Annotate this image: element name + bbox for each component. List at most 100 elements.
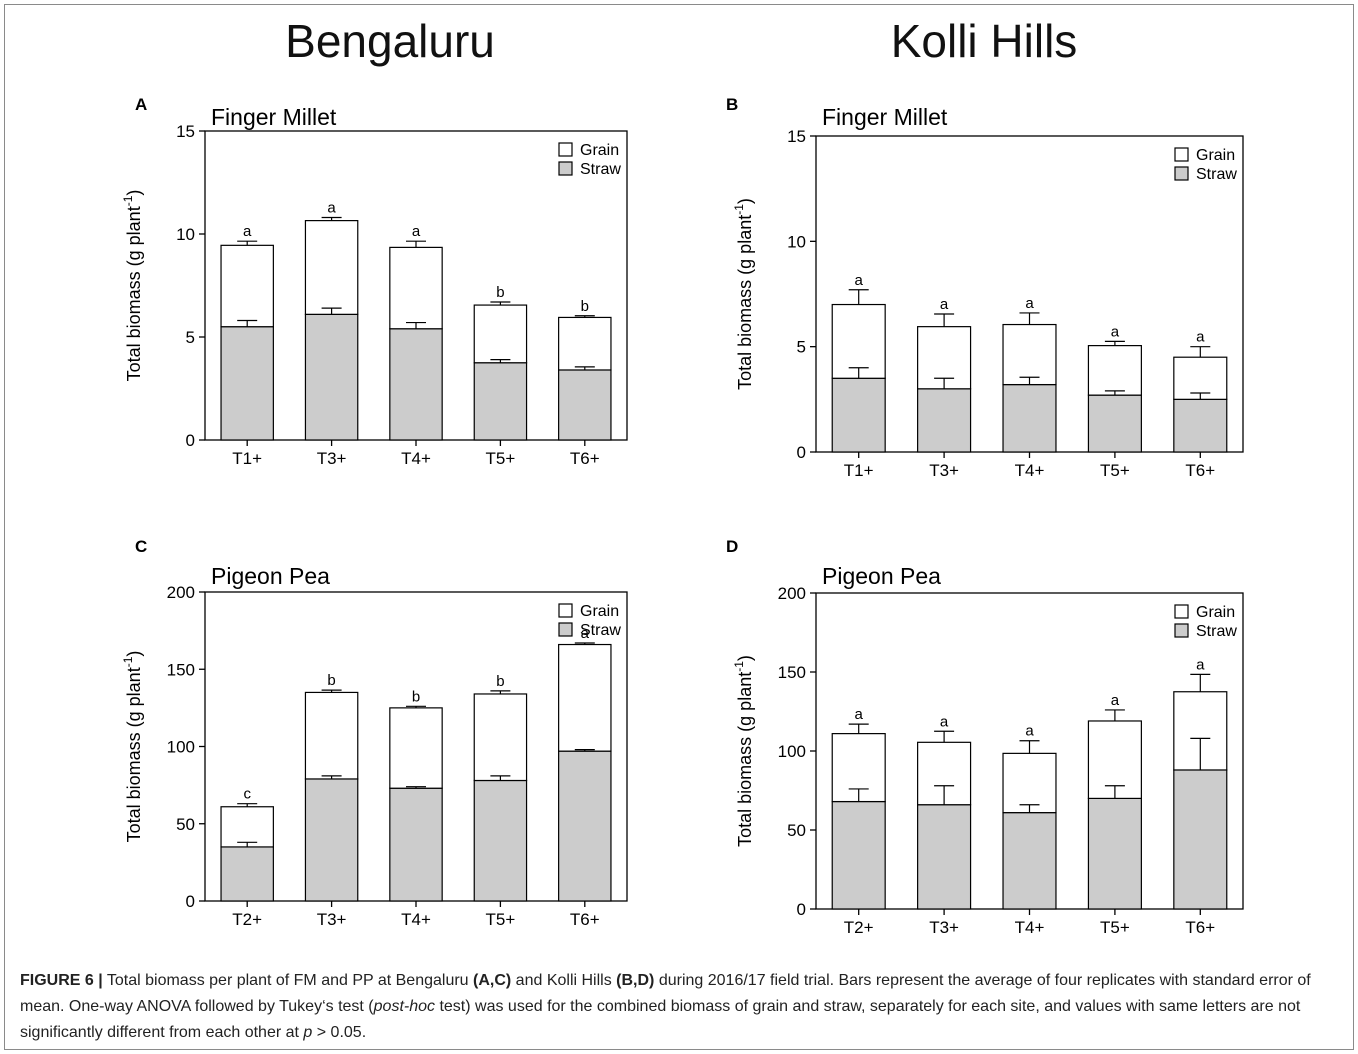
caption-text-2: and Kolli Hills (511, 972, 617, 989)
significance-letter-d-4: a (1196, 656, 1205, 673)
bar-grain-c-1 (304, 691, 359, 780)
caption-post-hoc: post-hoc (373, 998, 436, 1015)
significance-letter-b-0: a (855, 272, 864, 289)
y-tick-label-a-15: 15 (176, 122, 195, 141)
panel-letter-d: D (726, 537, 738, 556)
x-tick-label-a-1: T3+ (317, 449, 347, 468)
bar-grain-b-2 (1002, 323, 1057, 386)
significance-letter-d-3: a (1111, 692, 1120, 709)
x-tick-label-c-4: T6+ (570, 910, 600, 929)
x-tick-label-d-3: T5+ (1100, 918, 1130, 937)
bar-straw-b-4 (1173, 398, 1228, 453)
significance-letter-b-3: a (1111, 323, 1120, 340)
chart-panel-a: A Finger Millet 0 5 10 15 Total biomass (g pla… (121, 95, 628, 468)
x-tick-label-b-3: T5+ (1100, 461, 1130, 480)
significance-letter-a-2: a (412, 223, 421, 240)
y-axis-label-a: Total biomass (g plant-1) (121, 190, 144, 382)
caption-label: FIGURE 6 | (20, 972, 103, 989)
significance-letter-d-2: a (1025, 723, 1034, 740)
x-tick-label-b-1: T3+ (929, 461, 959, 480)
significance-letter-a-0: a (243, 223, 252, 240)
bar-straw-a-4 (558, 369, 612, 441)
legend-swatch-straw-a (558, 161, 573, 176)
significance-letter-c-1: b (327, 672, 335, 689)
bar-straw-a-1 (304, 313, 359, 441)
bar-straw-c-0 (220, 846, 274, 902)
panel-letter-c: C (135, 537, 147, 556)
panel-letter-b: B (726, 95, 738, 114)
significance-letter-a-4: b (581, 298, 589, 315)
y-tick-label-c-50: 50 (176, 815, 195, 834)
significance-letter-d-1: a (940, 713, 949, 730)
caption-panels-ac: (A,C) (473, 972, 512, 989)
legend-label-grain-a: Grain (580, 142, 619, 159)
bar-straw-c-1 (304, 778, 359, 902)
chart-title-b: Finger Millet (822, 104, 948, 130)
bar-straw-a-3 (473, 362, 528, 441)
x-tick-label-c-2: T4+ (401, 910, 431, 929)
legend-label-grain-d: Grain (1196, 604, 1235, 621)
significance-letter-b-2: a (1025, 295, 1034, 312)
bar-grain-a-0 (220, 244, 274, 328)
legend-swatch-grain-d (1174, 604, 1189, 619)
bar-grain-a-2 (389, 246, 443, 330)
caption-p-symbol: p (303, 1024, 313, 1041)
bar-grain-c-2 (389, 707, 443, 789)
x-tick-label-d-1: T3+ (929, 918, 959, 937)
bar-grain-b-3 (1087, 345, 1142, 396)
significance-letter-a-3: b (496, 284, 504, 301)
x-tick-label-b-0: T1+ (844, 461, 874, 480)
y-tick-label-b-0: 0 (797, 443, 806, 462)
figure-frame (4, 4, 1354, 1050)
legend-label-straw-c: Straw (580, 622, 621, 639)
y-tick-label-a-10: 10 (176, 225, 195, 244)
y-tick-label-b-10: 10 (787, 232, 806, 251)
significance-letter-c-4: a (581, 625, 590, 642)
x-tick-label-c-1: T3+ (317, 910, 347, 929)
y-tick-label-c-150: 150 (167, 660, 195, 679)
y-tick-label-a-5: 5 (186, 328, 195, 347)
chart-title-d: Pigeon Pea (822, 563, 941, 589)
legend-label-grain-b: Grain (1196, 147, 1235, 164)
bar-straw-d-3 (1087, 797, 1142, 910)
bar-straw-a-0 (220, 326, 274, 441)
bar-straw-b-0 (831, 377, 886, 453)
significance-letter-c-3: b (496, 673, 504, 690)
y-tick-label-d-50: 50 (787, 821, 806, 840)
bar-grain-c-0 (220, 806, 274, 848)
x-tick-label-b-2: T4+ (1015, 461, 1045, 480)
caption-text-4: test) was used for the combined biomass … (20, 998, 1301, 1041)
significance-letter-a-1: a (327, 200, 336, 217)
x-tick-label-d-0: T2+ (844, 918, 874, 937)
bar-straw-d-2 (1002, 812, 1057, 910)
x-tick-label-a-2: T4+ (401, 449, 431, 468)
bar-straw-d-1 (917, 804, 972, 910)
bar-grain-d-2 (1002, 752, 1057, 814)
y-tick-label-d-100: 100 (778, 742, 806, 761)
bar-straw-a-2 (389, 328, 443, 441)
figure-caption: FIGURE 6 | Total biomass per plant of FM… (20, 968, 1340, 1046)
caption-panels-bd: (B,D) (616, 972, 655, 989)
y-tick-label-d-150: 150 (778, 663, 806, 682)
chart-panel-d: D Pigeon Pea 0 50 100 150 200 Total biomass (g … (726, 537, 1244, 937)
site-title-bengaluru: Bengaluru (285, 15, 495, 67)
bar-straw-c-3 (473, 779, 528, 902)
chart-panel-b: B Finger Millet 0 5 10 15 Total biomass (g pla… (726, 95, 1244, 480)
bar-straw-b-2 (1002, 383, 1057, 453)
bar-grain-a-1 (304, 220, 359, 315)
bar-straw-c-2 (389, 787, 443, 902)
y-tick-label-c-200: 200 (167, 583, 195, 602)
x-tick-label-a-0: T1+ (232, 449, 262, 468)
y-tick-label-c-0: 0 (186, 892, 195, 911)
bar-grain-b-4 (1173, 356, 1228, 400)
y-tick-label-c-100: 100 (167, 738, 195, 757)
legend-swatch-grain-b (1174, 147, 1189, 162)
bar-straw-d-4 (1173, 769, 1228, 910)
x-tick-label-d-4: T6+ (1185, 918, 1215, 937)
panel-letter-a: A (135, 95, 147, 114)
bar-straw-c-4 (558, 750, 612, 902)
bar-straw-b-3 (1087, 394, 1142, 453)
site-title-kolli-hills: Kolli Hills (890, 15, 1078, 67)
legend-label-straw-d: Straw (1196, 623, 1237, 640)
caption-text-1: Total biomass per plant of FM and PP at … (102, 972, 474, 989)
